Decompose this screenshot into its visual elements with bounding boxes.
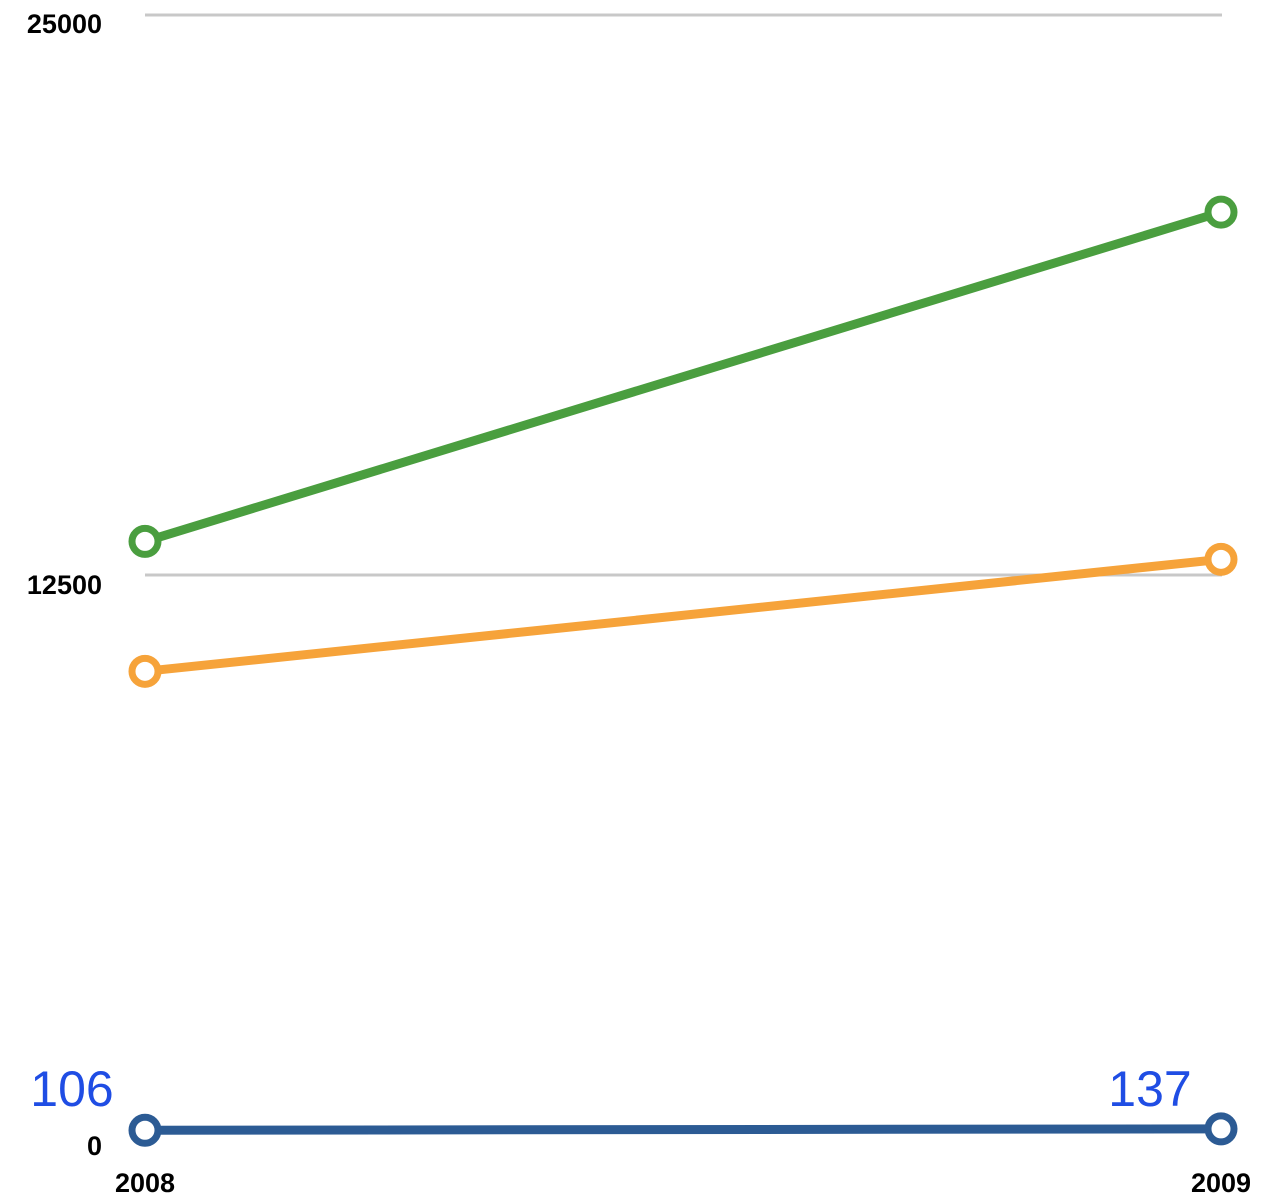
series-group	[128, 195, 1238, 1147]
data-point	[1204, 542, 1238, 576]
data-point	[128, 524, 162, 558]
y-tick-label: 25000	[27, 9, 102, 39]
x-tick-label: 2009	[1191, 1168, 1251, 1197]
data-point	[1204, 195, 1238, 229]
x-tick-label: 2008	[115, 1168, 175, 1197]
y-tick-label: 0	[87, 1131, 102, 1161]
data-point	[128, 1113, 162, 1147]
data-label: 137	[1108, 1061, 1191, 1117]
data-label: 106	[30, 1061, 113, 1117]
y-axis: 25000 12500 0	[27, 9, 102, 1161]
series-line-1	[140, 554, 1226, 676]
data-point	[1204, 1112, 1238, 1146]
y-tick-label: 12500	[27, 570, 102, 600]
x-axis: 2008 2009	[115, 1168, 1251, 1197]
data-point	[128, 654, 162, 688]
series-line-2	[140, 1124, 1226, 1135]
series-line-0	[140, 207, 1226, 546]
data-labels: 106 137	[30, 1061, 1191, 1117]
